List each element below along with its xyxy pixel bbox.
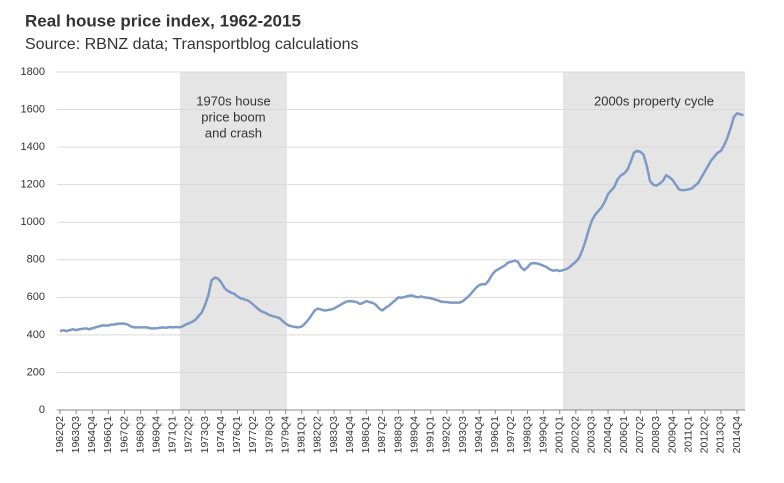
x-tick-label: 1962Q2 [54,416,66,454]
x-tick-label: 1999Q4 [537,416,549,454]
x-tick-label: 2004Q4 [602,416,614,454]
x-tick-label: 2007Q2 [634,416,646,454]
y-tick-label: 1600 [21,103,45,115]
annotation: 2000s property cycle [594,93,714,108]
x-tick-label: 1973Q3 [199,416,211,454]
y-tick-label: 0 [39,404,45,416]
x-tick-label: 2009Q4 [666,416,678,454]
x-tick-label: 1984Q4 [344,416,356,454]
x-tick-label: 1969Q4 [151,416,163,454]
x-tick-label: 1972Q2 [183,416,195,454]
x-tick-label: 1983Q3 [328,416,340,454]
y-tick-label: 400 [27,329,45,341]
x-tick-label: 1974Q4 [215,416,227,454]
x-tick-label: 1982Q2 [312,416,324,454]
x-tick-label: 1976Q1 [231,416,243,454]
x-tick-label: 1987Q2 [376,416,388,454]
annotation: 1970s house [196,93,270,108]
y-tick-label: 200 [27,366,45,378]
x-tick-label: 1978Q3 [263,416,275,454]
x-tick-label: 1971Q1 [167,416,179,454]
chart-title: Real house price index, 1962-2015 [25,11,301,30]
x-tick-label: 2014Q4 [731,416,743,454]
annotation: price boom [201,109,265,124]
x-tick-label: 1966Q1 [102,416,114,454]
x-tick-label: 1986Q1 [360,416,372,454]
x-tick-label: 1981Q1 [296,416,308,454]
x-tick-label: 1989Q4 [408,416,420,454]
x-tick-label: 2006Q1 [618,416,630,454]
x-tick-label: 2012Q2 [699,416,711,454]
x-tick-label: 2003Q3 [586,416,598,454]
x-tick-label: 1992Q2 [441,416,453,454]
x-tick-label: 1998Q3 [521,416,533,454]
y-tick-label: 1800 [21,66,45,78]
x-tick-label: 1963Q3 [70,416,82,454]
y-tick-label: 800 [27,254,45,266]
x-tick-label: 2008Q3 [650,416,662,454]
shaded-region [562,72,745,410]
x-tick-label: 1968Q3 [134,416,146,454]
x-tick-label: 1996Q1 [489,416,501,454]
y-tick-label: 1400 [21,141,45,153]
x-tick-label: 1993Q3 [457,416,469,454]
x-tick-label: 2001Q1 [554,416,566,454]
y-tick-label: 1000 [21,216,45,228]
x-tick-label: 1988Q3 [392,416,404,454]
x-tick-label: 2002Q2 [570,416,582,454]
chart-subtitle: Source: RBNZ data; Transportblog calcula… [25,36,359,53]
x-tick-label: 1994Q4 [473,416,485,454]
x-tick-label: 1979Q4 [279,416,291,454]
x-tick-label: 2011Q1 [682,416,694,453]
y-tick-label: 600 [27,291,45,303]
shaded-region [179,72,287,410]
annotation: and crash [205,125,262,140]
x-tick-label: 1997Q2 [505,416,517,454]
x-tick-label: 1991Q1 [425,416,437,454]
x-tick-label: 1964Q4 [86,416,98,454]
line-series [59,112,744,333]
x-tick-label: 1967Q2 [118,416,130,454]
y-tick-label: 1200 [21,179,45,191]
x-tick-label: 2013Q3 [715,416,727,454]
x-tick-label: 1977Q2 [247,416,259,454]
